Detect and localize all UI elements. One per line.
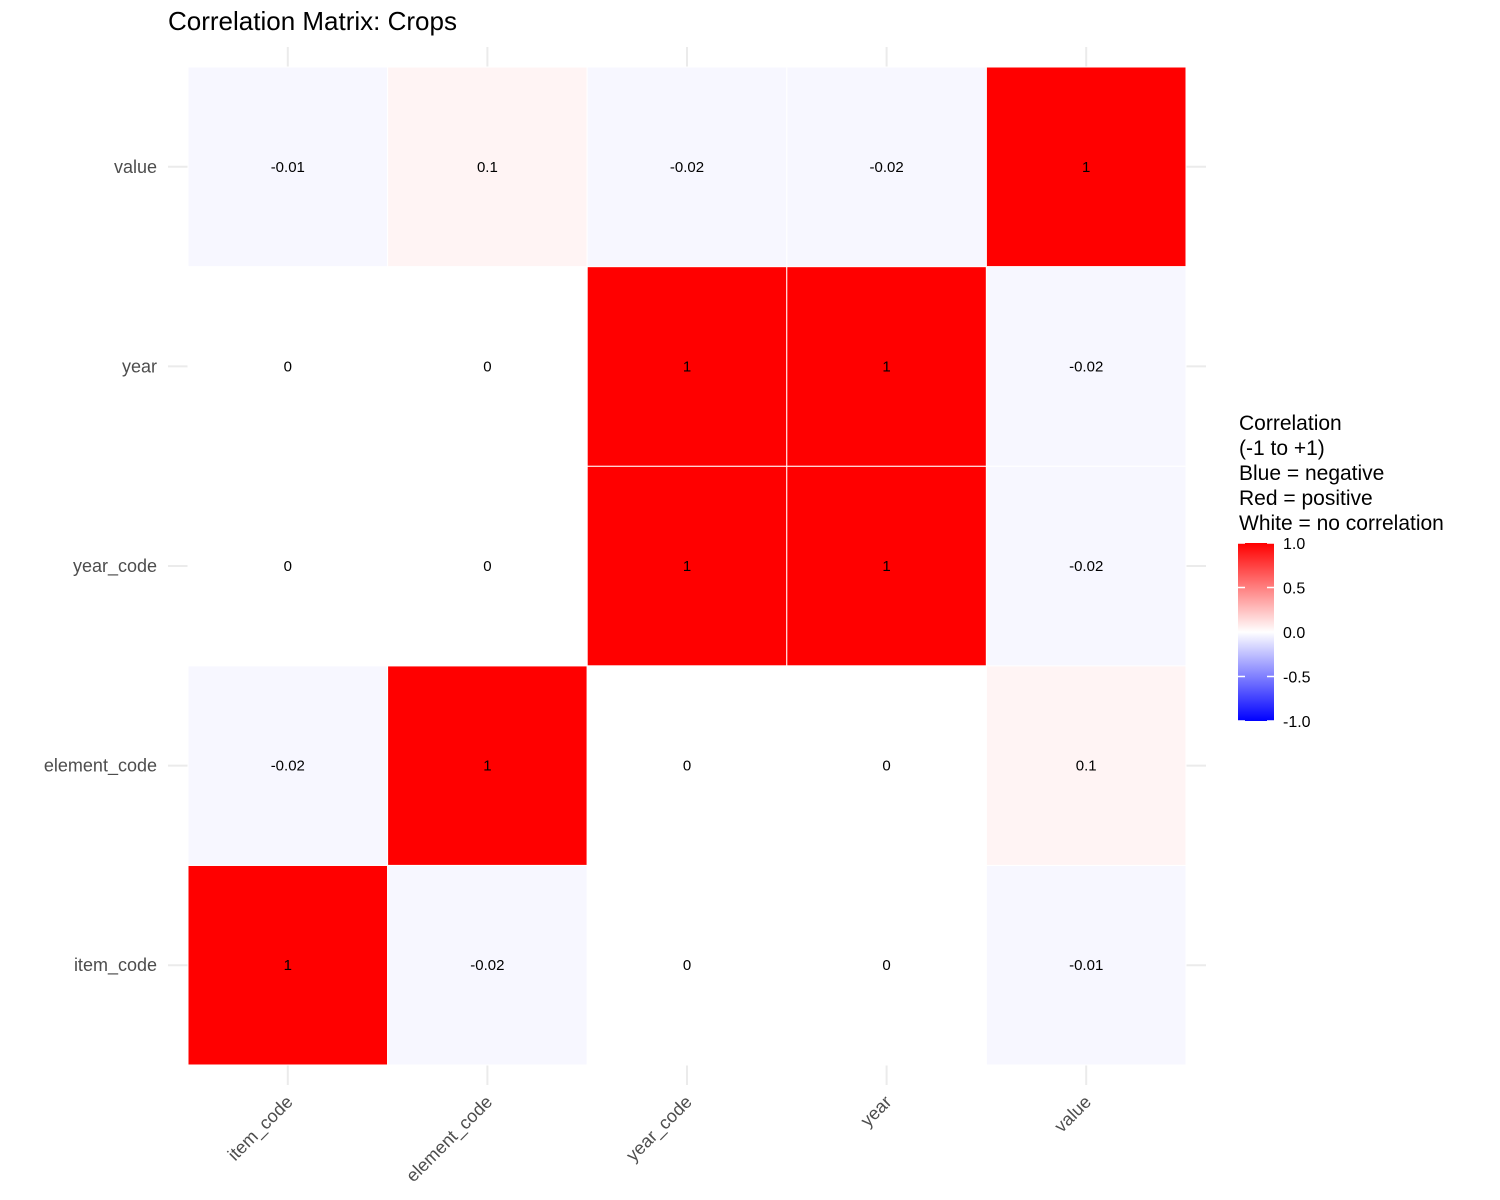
heatmap-cells: [187, 66, 1187, 1066]
heatmap-cell: [586, 864, 788, 1066]
cell-value-label: 1: [284, 957, 292, 974]
cell-value-label: 0.1: [477, 159, 498, 176]
x-axis: item_code element_code year_code year value: [224, 1092, 1095, 1187]
cell-value-label: -0.02: [670, 159, 704, 176]
heatmap-cell: [985, 665, 1187, 866]
heatmap-cell: [786, 864, 987, 1066]
heatmap-cell: [187, 266, 389, 467]
cell-value-label: 1: [683, 358, 691, 375]
cell-value-label: -0.02: [470, 957, 504, 974]
cell-value-label: 0: [483, 558, 491, 575]
heatmap-cell: [586, 266, 788, 467]
y-tick-label: element_code: [44, 756, 157, 777]
cell-value-label: -0.02: [271, 758, 305, 775]
cell-value-label: -0.02: [869, 159, 903, 176]
heatmap-cell: [586, 665, 788, 866]
heatmap-cell: [985, 66, 1187, 268]
heatmap-cell: [387, 465, 588, 667]
heatmap-cell: [985, 266, 1187, 467]
heatmap-cell: [387, 66, 588, 268]
cell-value-label: 0.1: [1076, 758, 1097, 775]
cell-value-labels: 1 -0.02 0 0 -0.01 -0.02 1 0 0 0.1 0 0 1 1 -0.02 0 0 1 1 -0.…: [271, 159, 1104, 974]
cell-value-label: 0: [284, 558, 292, 575]
heatmap-cell: [586, 66, 788, 268]
legend-title-line: Blue = negative: [1239, 462, 1384, 485]
heatmap-cell: [786, 66, 987, 268]
y-tick-label: year_code: [73, 556, 157, 577]
cell-value-label: -0.01: [271, 159, 305, 176]
legend-title-line: (-1 to +1): [1239, 437, 1325, 460]
cell-value-label: 1: [882, 558, 890, 575]
cell-value-label: 1: [483, 758, 491, 775]
y-tick-label: item_code: [74, 955, 157, 976]
color-legend: Correlation(-1 to +1)Blue = negativeRed …: [1238, 412, 1444, 731]
legend-ticks: 1.0 0.5 0.0 -0.5 -1.0: [1238, 536, 1311, 731]
x-tick-label: item_code: [224, 1092, 298, 1166]
heatmap-cell: [786, 665, 987, 866]
y-axis: item_code element_code year_code year value: [44, 157, 157, 976]
legend-title-line: Red = positive: [1239, 487, 1373, 510]
cell-value-label: 0: [683, 957, 691, 974]
legend-tick-label: 0.5: [1283, 581, 1305, 598]
legend-title: Correlation(-1 to +1)Blue = negativeRed …: [1239, 412, 1444, 535]
heatmap-cell: [586, 465, 788, 667]
cell-value-label: 1: [683, 558, 691, 575]
cell-value-label: 1: [882, 358, 890, 375]
heatmap-cell: [786, 266, 987, 467]
legend-title-line: White = no correlation: [1239, 512, 1444, 535]
legend-tick-label: -1.0: [1283, 714, 1311, 731]
x-tick-label: year: [857, 1092, 896, 1131]
cell-value-label: -0.01: [1069, 957, 1103, 974]
x-tick-label: element_code: [402, 1092, 497, 1187]
y-tick-label: value: [114, 157, 157, 177]
y-tick-label: year: [122, 356, 157, 376]
heatmap-cell: [387, 665, 588, 866]
heatmap-cell: [187, 66, 389, 268]
legend-tick-label: 0.0: [1283, 625, 1305, 642]
legend-tick-label: -0.5: [1283, 670, 1311, 687]
cell-value-label: 0: [683, 758, 691, 775]
heatmap-cell: [187, 665, 389, 866]
chart-title: Correlation Matrix: Crops: [168, 6, 457, 36]
legend-tick-label: 1.0: [1283, 536, 1305, 553]
legend-title-line: Correlation: [1239, 412, 1342, 435]
heatmap-cell: [387, 266, 588, 467]
x-tick-label: year_code: [622, 1092, 696, 1166]
cell-value-label: -0.02: [1069, 558, 1103, 575]
x-tick-label: value: [1050, 1092, 1095, 1137]
cell-value-label: 0: [882, 957, 890, 974]
cell-value-label: 0: [483, 358, 491, 375]
cell-value-label: -0.02: [1069, 358, 1103, 375]
cell-value-label: 0: [284, 358, 292, 375]
heatmap-cell: [985, 864, 1187, 1066]
heatmap-cell: [187, 465, 389, 667]
cell-value-label: 0: [882, 758, 890, 775]
cell-value-label: 1: [1082, 159, 1090, 176]
heatmap-cell: [387, 864, 588, 1066]
